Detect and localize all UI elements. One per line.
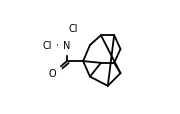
Text: O: O	[49, 69, 57, 78]
Text: Cl: Cl	[43, 41, 52, 51]
Text: Cl: Cl	[69, 24, 78, 33]
Text: N: N	[63, 41, 71, 51]
